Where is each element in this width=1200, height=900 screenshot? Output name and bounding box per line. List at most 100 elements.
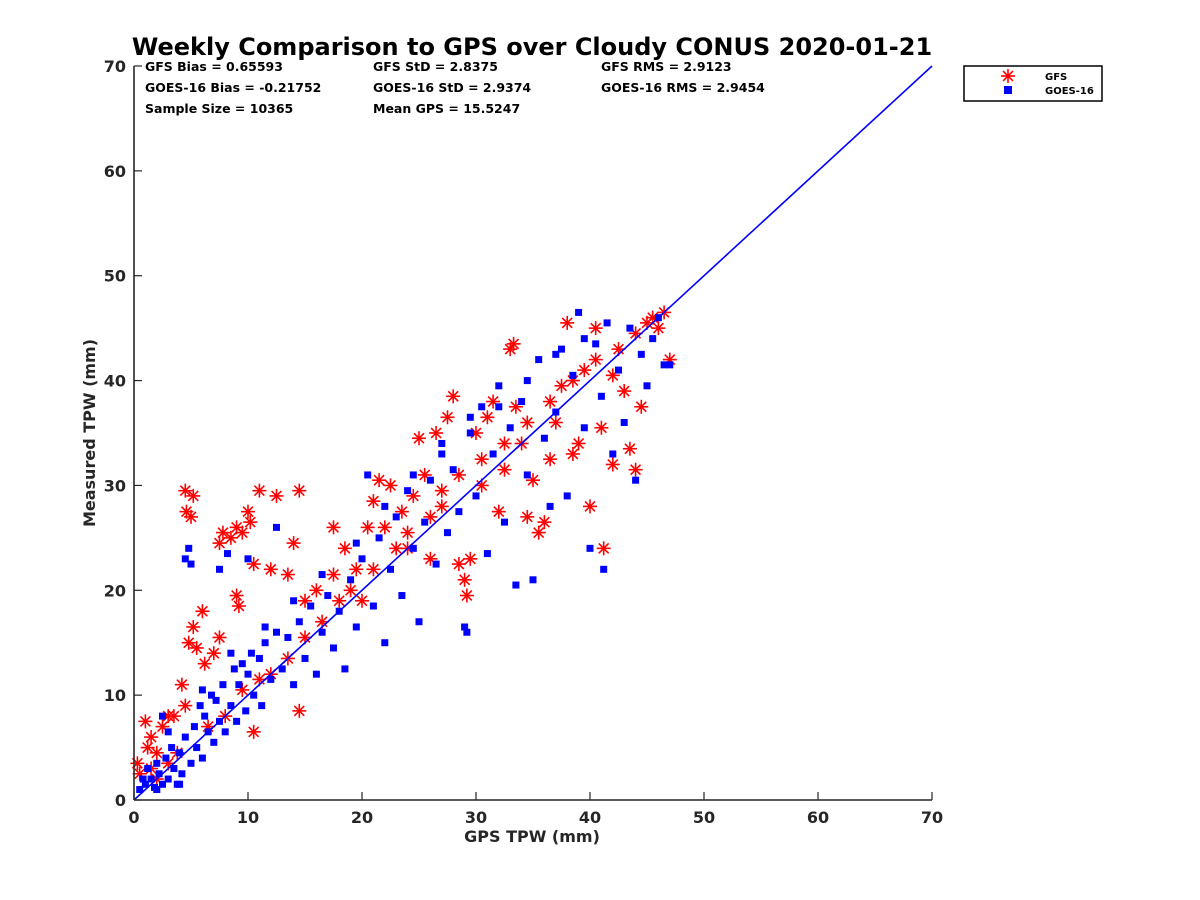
gfs-point [588, 352, 603, 367]
gfs-point [543, 452, 558, 467]
goes-16-point [290, 681, 298, 689]
gfs-point [252, 483, 267, 498]
gfs-point [506, 336, 521, 351]
gfs-point [235, 682, 250, 697]
goes-16-point [208, 691, 216, 699]
goes-16-point [187, 759, 195, 767]
goes-16-point [176, 780, 184, 788]
gfs-point [229, 588, 244, 603]
goes-16-point [483, 550, 491, 558]
gfs-point [243, 515, 258, 530]
gfs-point [186, 488, 201, 503]
goes-16-point [512, 581, 520, 589]
gfs-point [343, 583, 358, 598]
x-tick-label: 20 [351, 808, 373, 827]
gfs-point [197, 656, 212, 671]
goes-16-point [221, 728, 229, 736]
goes-16-point [185, 544, 193, 552]
x-tick-label: 10 [237, 808, 259, 827]
gfs-point [474, 452, 489, 467]
goes-16-point [164, 728, 172, 736]
data-points [130, 305, 677, 794]
gfs-point [241, 504, 255, 519]
gfs-point [543, 394, 558, 409]
gfs-point [195, 604, 210, 619]
goes-16-point [529, 576, 537, 584]
goes-16-point [244, 670, 252, 678]
y-tick-label: 30 [104, 476, 126, 495]
gfs-point [360, 520, 375, 535]
goes-16-point [155, 770, 163, 778]
gfs-point [389, 541, 404, 556]
goes-16-point [637, 350, 645, 358]
goes-16-point [273, 523, 280, 531]
goes-16-point [600, 565, 608, 573]
gfs-point [554, 378, 569, 393]
goes-16-point [187, 560, 195, 568]
y-tick-label: 0 [115, 791, 126, 810]
goes-16-point [592, 340, 600, 348]
goes-16-point [381, 502, 389, 510]
gfs-point [508, 399, 523, 414]
stat-gfs-std: GFS StD = 2.8375 [373, 59, 498, 74]
y-axis-label: Measured TPW (mm) [80, 339, 99, 527]
gfs-point [537, 515, 552, 530]
goes-16-point [261, 623, 269, 631]
x-tick-label: 50 [693, 808, 715, 827]
gfs-point [149, 745, 164, 760]
gfs-point [263, 562, 278, 577]
goes-16-point [284, 633, 292, 641]
goes-16-point [267, 675, 275, 683]
legend-box [963, 65, 1103, 102]
gfs-point [215, 525, 230, 540]
gfs-point [497, 436, 512, 451]
goes-16-point [219, 681, 227, 689]
legend-asterisk-icon [1001, 69, 1015, 83]
goes-16-point [569, 371, 577, 379]
goes-16-point [168, 744, 176, 752]
goes-16-point [438, 450, 446, 458]
gfs-point [355, 593, 369, 608]
gfs-point [617, 384, 632, 399]
gfs-point [155, 719, 170, 734]
gfs-point [212, 630, 227, 645]
gfs-point [520, 415, 535, 430]
goes-16-point [330, 644, 337, 652]
gfs-point [531, 525, 546, 540]
gfs-point [412, 431, 426, 446]
goes-16-point [615, 366, 622, 374]
stat-goes-bias: GOES-16 Bias = -0.21752 [145, 80, 321, 95]
gfs-point [451, 557, 466, 572]
goes-16-point [295, 618, 303, 626]
goes-16-point [632, 476, 640, 484]
gfs-point [337, 541, 352, 556]
stat-sample-size: Sample Size = 10365 [145, 101, 293, 116]
goes-16-point [387, 565, 394, 573]
legend-marker-goes-16 [1004, 86, 1012, 94]
goes-16-point [609, 450, 617, 458]
gfs-point [622, 441, 637, 456]
x-tick-label: 60 [807, 808, 829, 827]
goes-16-point [540, 434, 548, 442]
gfs-point [206, 646, 221, 661]
goes-16-point [643, 382, 651, 390]
goes-16-point [398, 592, 406, 600]
goes-16-point [347, 576, 355, 584]
goes-16-point [238, 660, 246, 668]
goes-16-point [463, 628, 471, 636]
gfs-point [565, 446, 580, 461]
y-tick-label: 40 [104, 372, 126, 391]
gfs-point [583, 499, 597, 514]
goes-16-point [626, 324, 634, 332]
gfs-point [520, 509, 535, 524]
goes-16-point [506, 424, 514, 432]
x-tick-label: 30 [465, 808, 487, 827]
x-axis-label: GPS TPW (mm) [464, 827, 600, 846]
goes-16-point [518, 398, 526, 406]
goes-16-point [375, 534, 383, 542]
gfs-point [280, 567, 295, 582]
goes-16-point [230, 665, 238, 673]
legend-label-gfs: GFS [1045, 72, 1067, 83]
goes-16-point [449, 466, 457, 474]
goes-16-point [523, 377, 531, 385]
